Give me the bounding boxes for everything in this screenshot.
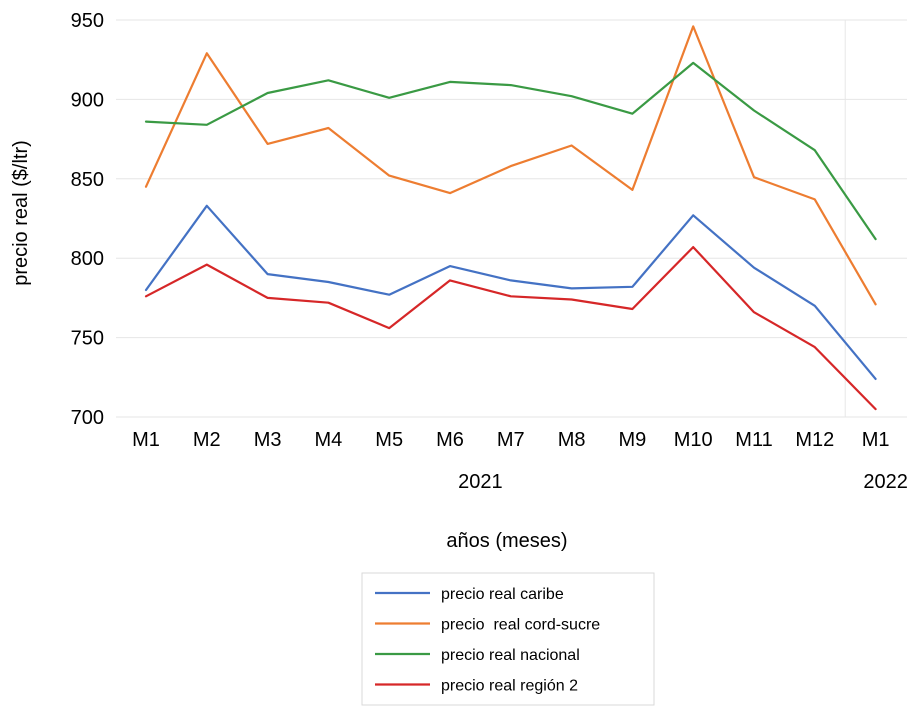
x-axis-year-groups: 2021 2022 [458, 471, 908, 493]
x-tick-label: M11 [735, 429, 772, 451]
x-axis-label: años (meses) [446, 530, 567, 552]
x-tick-label: M1 [862, 429, 890, 451]
legend-label: precio real región 2 [441, 678, 578, 695]
series-line-1 [144, 204, 877, 380]
legend-label: precio real caribe [441, 586, 564, 603]
y-axis-ticks: 700 750 800 850 900 950 [71, 10, 104, 429]
x-tick-label: M5 [375, 429, 403, 451]
legend-label: precio real cord-sucre [441, 617, 600, 634]
x-tick-label: M10 [674, 429, 713, 451]
x-tick-label: M2 [193, 429, 221, 451]
x-tick-label: M1 [132, 429, 160, 451]
grid-lines [116, 19, 907, 418]
x-tick-label: M8 [558, 429, 586, 451]
x-tick-label: M6 [436, 429, 464, 451]
x-tick-label: M9 [619, 429, 647, 451]
x-axis-ticks: M1 M2 M3 M4 M5 M6 M7 M8 M9 M10 M11 M12 M1 [132, 429, 889, 451]
y-tick-label: 700 [71, 407, 104, 429]
x-tick-label: M3 [254, 429, 282, 451]
series-lines [144, 25, 877, 411]
x-tick-label: M4 [315, 429, 343, 451]
series-line-2 [144, 25, 877, 306]
legend-box [361, 572, 655, 706]
legend: precio real caribe precio real cord-sucre… [361, 572, 655, 706]
x-tick-label: M7 [497, 429, 525, 451]
y-tick-label: 750 [71, 328, 104, 350]
year-group-label: 2021 [458, 471, 503, 493]
year-group-label: 2022 [863, 471, 908, 493]
series-line-4 [144, 246, 877, 411]
x-tick-label: M12 [795, 429, 834, 451]
y-axis-label: precio real ($/ltr) [10, 140, 32, 286]
series-line-3 [144, 61, 877, 241]
y-tick-label: 900 [71, 89, 104, 111]
y-tick-label: 950 [71, 10, 104, 32]
y-tick-label: 800 [71, 248, 104, 270]
legend-label: precio real nacional [441, 647, 580, 664]
y-tick-label: 850 [71, 169, 104, 191]
